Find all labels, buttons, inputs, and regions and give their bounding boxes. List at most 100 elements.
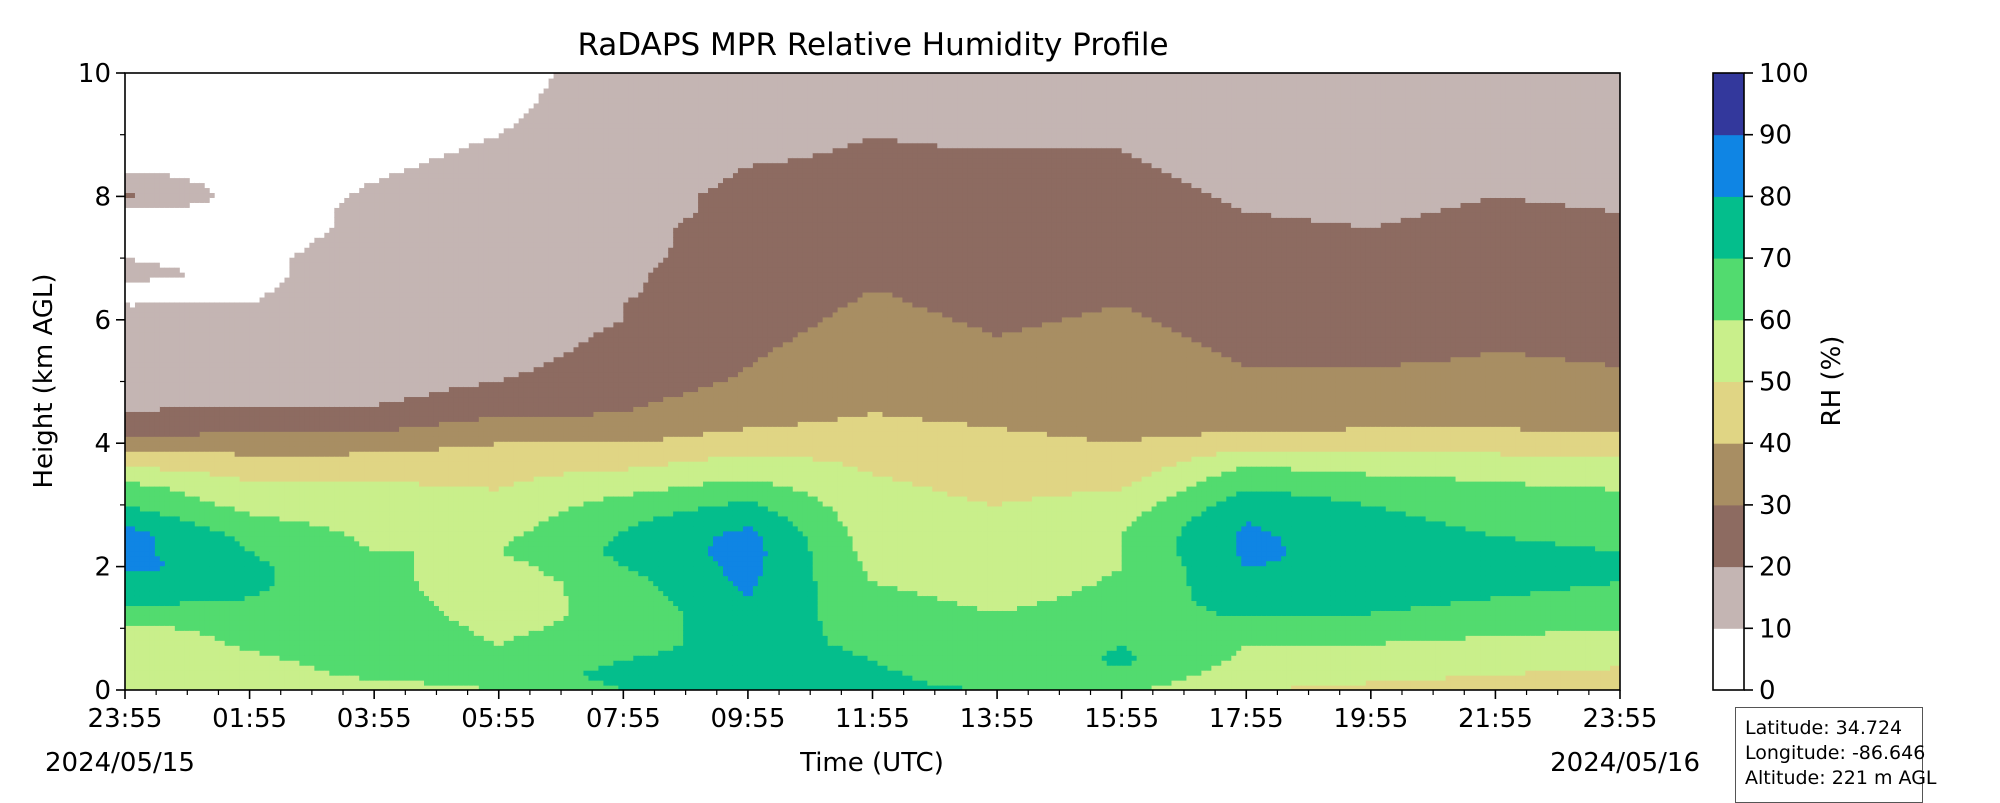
rh-cell (150, 496, 156, 502)
rh-cell (140, 630, 146, 636)
rh-cell (150, 362, 156, 368)
rh-cell (150, 332, 156, 338)
rh-cell (150, 118, 156, 124)
rh-cell (125, 541, 131, 547)
rh-cell (150, 168, 156, 174)
rh-cell (125, 421, 131, 427)
rh-cell (135, 446, 141, 452)
rh-cell (125, 143, 131, 149)
rh-cell (135, 541, 141, 547)
rh-cell (145, 332, 151, 338)
rh-cell (145, 277, 151, 283)
rh-cell (135, 486, 141, 492)
rh-cell (130, 640, 136, 646)
rh-cell (125, 556, 131, 562)
rh-cell (125, 292, 131, 298)
rh-cell (130, 526, 136, 532)
rh-cell (130, 187, 136, 193)
rh-cell (155, 352, 161, 358)
rh-cell (145, 531, 151, 537)
rh-cell (125, 108, 131, 114)
rh-cell (155, 665, 161, 671)
rh-cell (150, 272, 156, 278)
rh-cell (140, 342, 146, 348)
rh-cell (135, 481, 141, 487)
rh-cell (130, 362, 136, 368)
rh-cell (145, 113, 151, 119)
rh-cell (140, 625, 146, 631)
rh-cell (155, 357, 161, 363)
rh-cell (125, 496, 131, 502)
rh-cell (125, 650, 131, 656)
rh-cell (130, 153, 136, 159)
rh-cell (145, 382, 151, 388)
rh-cell (140, 660, 146, 666)
rh-cell (150, 536, 156, 542)
rh-cell (155, 391, 161, 397)
rh-cell (125, 242, 131, 248)
rh-cell (125, 302, 131, 308)
rh-cell (135, 312, 141, 318)
rh-cell (145, 292, 151, 298)
rh-cell (130, 357, 136, 363)
rh-cell (125, 625, 131, 631)
rh-cell (125, 362, 131, 368)
rh-cell (155, 481, 161, 487)
rh-cell (135, 192, 141, 198)
rh-cell (150, 357, 156, 363)
rh-cell (145, 670, 151, 676)
rh-cell (125, 516, 131, 522)
rh-cell (125, 247, 131, 253)
rh-cell (140, 406, 146, 412)
rh-cell (130, 590, 136, 596)
rh-cell (135, 546, 141, 552)
rh-cell (140, 461, 146, 467)
rh-cell (140, 456, 146, 462)
rh-cell (135, 561, 141, 567)
rh-cell (150, 217, 156, 223)
rh-cell (125, 511, 131, 517)
rh-cell (140, 207, 146, 213)
rh-cell (150, 113, 156, 119)
rh-cell (145, 650, 151, 656)
rh-cell (125, 327, 131, 333)
rh-cell (130, 386, 136, 392)
rh-cell (125, 620, 131, 626)
rh-cell (150, 267, 156, 273)
rh-cell (155, 600, 161, 606)
rh-cell (140, 496, 146, 502)
rh-cell (135, 267, 141, 273)
rh-cell (125, 267, 131, 273)
rh-cell (140, 471, 146, 477)
rh-cell (145, 426, 151, 432)
rh-cell (150, 431, 156, 437)
rh-cell (145, 600, 151, 606)
rh-cell (140, 581, 146, 587)
rh-cell (145, 476, 151, 482)
rh-cell (130, 660, 136, 666)
rh-cell (155, 571, 161, 577)
rh-cell (150, 173, 156, 179)
rh-cell (140, 357, 146, 363)
rh-cell (140, 367, 146, 373)
rh-cell (125, 466, 131, 472)
rh-cell (145, 272, 151, 278)
rh-cell (150, 605, 156, 611)
rh-cell (135, 675, 141, 681)
rh-cell (140, 177, 146, 183)
rh-cell (145, 143, 151, 149)
rh-cell (145, 491, 151, 497)
rh-cell (155, 337, 161, 343)
rh-cell (150, 88, 156, 94)
rh-cell (135, 207, 141, 213)
rh-cell (125, 401, 131, 407)
rh-cell (125, 680, 131, 686)
rh-cell (125, 531, 131, 537)
rh-cell (125, 103, 131, 109)
rh-cell (150, 317, 156, 323)
rh-cell (135, 401, 141, 407)
rh-cell (125, 411, 131, 417)
rh-cell (150, 347, 156, 353)
rh-cell (125, 257, 131, 263)
rh-cell (155, 307, 161, 313)
